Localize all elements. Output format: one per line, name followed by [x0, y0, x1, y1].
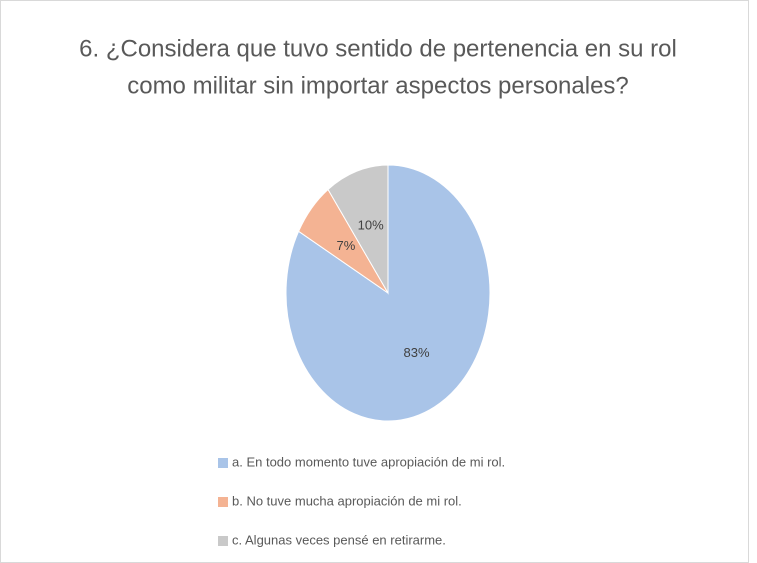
data-label: 83% — [404, 345, 430, 360]
legend-label: a. En todo momento tuve apropiación de m… — [232, 454, 505, 469]
data-label: 10% — [358, 217, 384, 232]
chart-title: como militar sin importar aspectos perso… — [127, 72, 629, 99]
legend-swatch — [218, 497, 228, 507]
legend-label: c. Algunas veces pensé en retirarme. — [232, 532, 446, 547]
legend-swatch — [218, 458, 228, 468]
chart-title: 6. ¿Considera que tuvo sentido de perten… — [79, 35, 677, 62]
data-label: 7% — [337, 238, 356, 253]
pie-slice — [327, 164, 389, 295]
legend-label: b. No tuve mucha apropiación de mi rol. — [232, 493, 462, 508]
legend-swatch — [218, 536, 228, 546]
